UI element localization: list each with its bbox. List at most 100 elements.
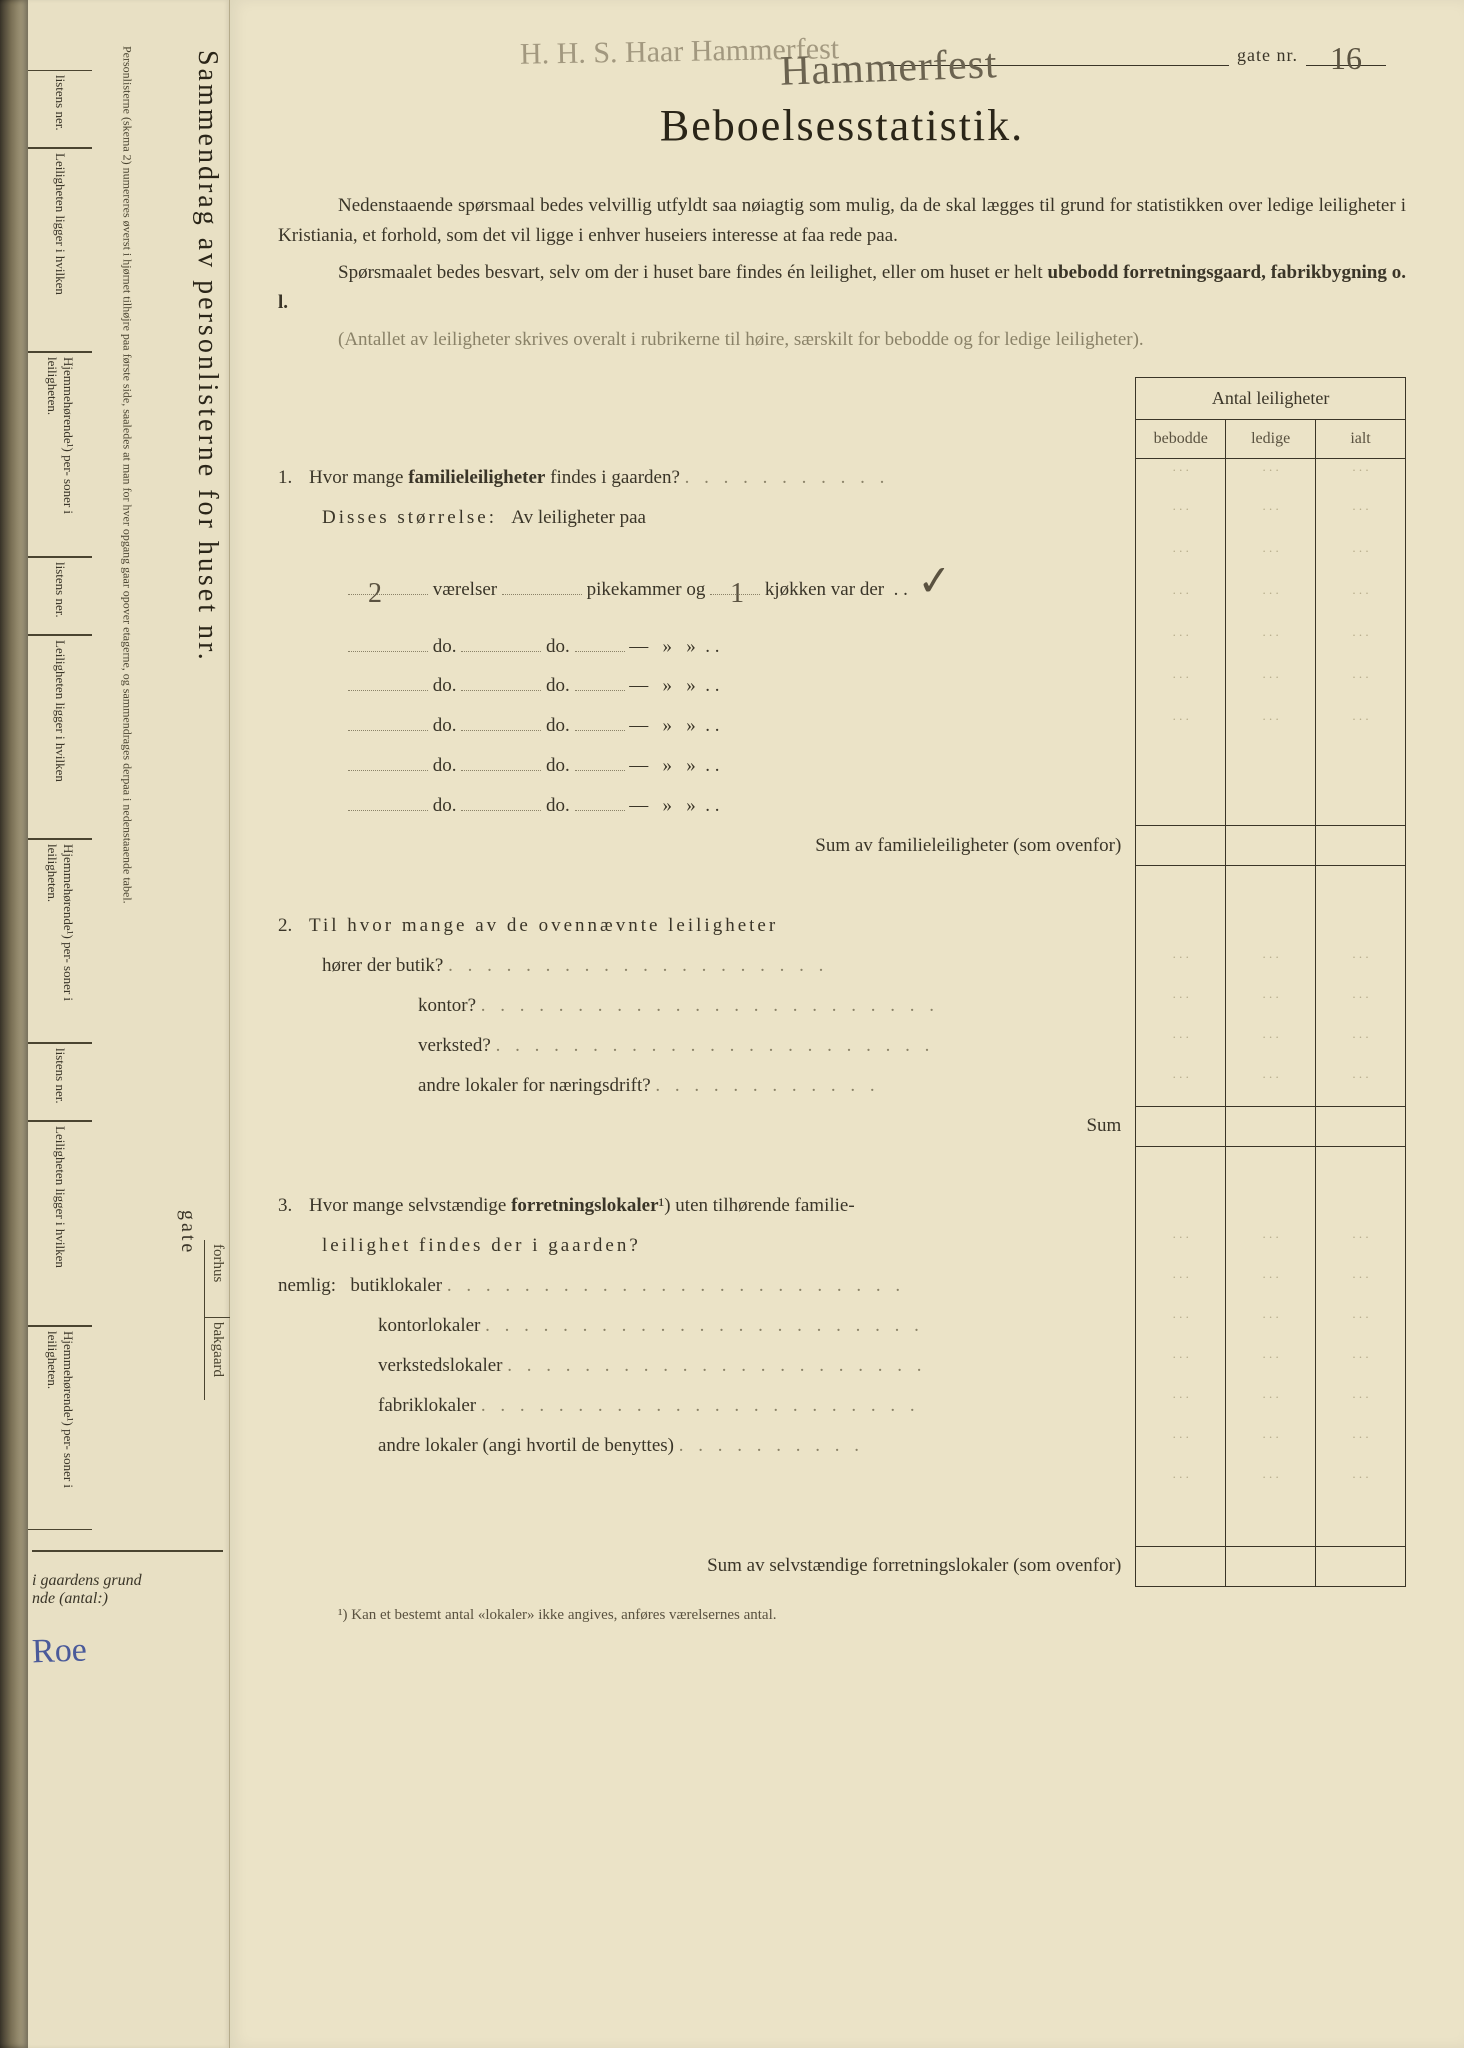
- q3-line: andre lokaler (angi hvortil de benyttes)…: [378, 1426, 1123, 1466]
- q1-detail-row: do. do. — » » . .: [348, 627, 1123, 667]
- cell[interactable]: . . .: [1226, 458, 1316, 498]
- forhus-label: forhus: [205, 1240, 230, 1318]
- q2-line: verksted? . . . . . . . . . . . . . . . …: [418, 1026, 1123, 1066]
- footnote: ¹) Kan et bestemt antal «lokaler» ikke a…: [338, 1607, 1406, 1624]
- cell-block[interactable]: . . .. . .. . .. . .. . .. . .. . .: [1316, 1186, 1406, 1506]
- q3-line: fabriklokaler . . . . . . . . . . . . . …: [378, 1386, 1123, 1426]
- cell-sum[interactable]: [1136, 826, 1226, 866]
- table-head-main: Antal leiligheter: [1136, 377, 1406, 419]
- cell-block[interactable]: . . .. . .. . .. . .: [1226, 906, 1316, 1107]
- cell-sum[interactable]: [1316, 826, 1406, 866]
- left-page-sliver: listens ner. Leiligheten ligger i hvilke…: [28, 0, 230, 2048]
- pikekammer-input[interactable]: [461, 634, 541, 652]
- cell-block[interactable]: . . .. . .. . .. . .. . .. . .: [1136, 498, 1226, 826]
- cell-block[interactable]: . . .. . .. . .. . .. . .. . .: [1226, 498, 1316, 826]
- pikekammer-input[interactable]: [461, 673, 541, 691]
- q2-line: andre lokaler for næringsdrift? . . . . …: [418, 1066, 1123, 1106]
- left-signature: Roe: [31, 1627, 223, 1672]
- q1-num: 1.: [278, 467, 292, 488]
- vaerelser-input[interactable]: [348, 753, 428, 771]
- vaerelser-input[interactable]: [348, 713, 428, 731]
- cell-block[interactable]: . . .. . .. . .. . .. . .. . .. . .: [1136, 1186, 1226, 1506]
- q1-row: 1. Hvor mange familieleiligheter findes …: [278, 458, 1406, 498]
- main-page: H. H. S. Haar Hammerfest Hammerfest gate…: [230, 0, 1464, 2048]
- q1-ta: Hvor mange: [309, 467, 408, 488]
- q1-size-row: Disses størrelse: Av leiligheter paa 2 v…: [278, 498, 1406, 826]
- vaerelser-input[interactable]: [348, 793, 428, 811]
- vaerelser-input[interactable]: 2: [348, 577, 428, 595]
- pikekammer-input[interactable]: [502, 577, 582, 595]
- pikekammer-input[interactable]: [461, 753, 541, 771]
- q3-row: 3. Hvor mange selvstændige forretningslo…: [278, 1186, 1406, 1506]
- gate-number: 16: [1324, 40, 1368, 76]
- left-lower-block: i gaardens grund nde (antal:) Roe: [32, 1530, 223, 1668]
- top-street-handwritten: Hammerfest: [779, 40, 998, 96]
- gate-number-blank[interactable]: 16: [1306, 40, 1386, 66]
- q2-num: 2.: [278, 915, 292, 936]
- seg-header: listens ner.: [28, 70, 92, 148]
- kjokken-input[interactable]: [575, 634, 625, 652]
- pikekammer-input[interactable]: [461, 793, 541, 811]
- q2-row: 2. Til hvor mange av de ovennævnte leili…: [278, 906, 1406, 1107]
- kjokken-input[interactable]: [575, 793, 625, 811]
- cell-block[interactable]: . . .. . .. . .. . .: [1136, 906, 1226, 1107]
- q1-size-label: Disses størrelse:: [322, 507, 497, 528]
- q2-line: hører der butik? . . . . . . . . . . . .…: [322, 946, 1123, 986]
- left-fine-print: Personlisterne (skema 2) numereres øvers…: [92, 40, 136, 1610]
- q2-text: Til hvor mange av de ovennævnte leilighe…: [309, 915, 778, 936]
- q3-num: 3.: [278, 1195, 292, 1216]
- pikekammer-input[interactable]: [461, 713, 541, 731]
- forhus-block: forhus bakgaard: [204, 1240, 230, 1400]
- q3-line: kontorlokaler . . . . . . . . . . . . . …: [378, 1306, 1123, 1346]
- left-bottom-a: i gaardens grund: [32, 1572, 142, 1589]
- cell-sum[interactable]: [1136, 1106, 1226, 1146]
- seg-hjemme: Hjemmehørende¹) per- soner i leiligheten…: [28, 352, 92, 556]
- q1-tb: familieleiligheter: [408, 467, 545, 488]
- cell-sum[interactable]: [1316, 1106, 1406, 1146]
- cell-sum[interactable]: [1226, 1546, 1316, 1586]
- col-ialt: ialt: [1316, 419, 1406, 458]
- q1-sum-row: Sum av familieleiligheter (som ovenfor): [278, 826, 1406, 866]
- q1-detail-row: 2 værelser pikekammer og 1 kjøkken var d…: [348, 538, 1123, 626]
- seg-hjemme-3: Hjemmehørende¹) per- soner i leiligheten…: [28, 1326, 92, 1530]
- q3-tb: forretningslokaler: [511, 1195, 658, 1216]
- q1-detail-row: do. do. — » » . .: [348, 706, 1123, 746]
- cell-sum[interactable]: [1226, 826, 1316, 866]
- book-binding: [0, 0, 28, 2048]
- seg-header-2: listens ner.: [28, 557, 92, 635]
- cell[interactable]: . . .: [1136, 458, 1226, 498]
- gate-block: gate: [176, 1210, 199, 1260]
- cell-sum[interactable]: [1316, 1546, 1406, 1586]
- q1-size-sub: Av leiligheter paa: [511, 507, 646, 528]
- cell-sum[interactable]: [1226, 1106, 1316, 1146]
- left-bottom-b: nde (antal:): [32, 1590, 108, 1607]
- q1-detail-row: do. do. — » » . .: [348, 786, 1123, 826]
- q2-sum: Sum: [278, 1106, 1136, 1146]
- vaerelser-input[interactable]: [348, 673, 428, 691]
- kjokken-input[interactable]: [575, 673, 625, 691]
- kjokken-input[interactable]: 1: [710, 577, 760, 595]
- kjokken-input[interactable]: [575, 753, 625, 771]
- col-bebodde: bebodde: [1136, 419, 1226, 458]
- col-ledige: ledige: [1226, 419, 1316, 458]
- intro-p2a: Spørsmaalet bedes besvart, selv om der i…: [338, 262, 1048, 283]
- cell[interactable]: . . .: [1316, 458, 1406, 498]
- seg-hjemme-2: Hjemmehørende¹) per- soner i leiligheten…: [28, 839, 92, 1043]
- q2-line: kontor? . . . . . . . . . . . . . . . . …: [418, 986, 1123, 1026]
- q3-nemlig-line: nemlig: butiklokaler . . . . . . . . . .…: [278, 1266, 1123, 1306]
- q3-sum-row: Sum av selvstændige forretningslokaler (…: [278, 1546, 1406, 1586]
- q3-nemlig: nemlig:: [278, 1275, 336, 1296]
- q1-sum: Sum av familieleiligheter (som ovenfor): [278, 826, 1136, 866]
- checkmark: ✓: [914, 537, 955, 627]
- cell-block[interactable]: . . .. . .. . .. . .: [1316, 906, 1406, 1107]
- kjokken-input[interactable]: [575, 713, 625, 731]
- cell-sum[interactable]: [1136, 1546, 1226, 1586]
- cell-block[interactable]: . . .. . .. . .. . .. . .. . .. . .: [1226, 1186, 1316, 1506]
- seg-leilighet-2: Leiligheten ligger i hvilken: [28, 635, 92, 839]
- bakgaard-label: bakgaard: [205, 1318, 230, 1396]
- q3-td: leilighet findes der i gaarden?: [322, 1226, 1123, 1266]
- cell-block[interactable]: . . .. . .. . .. . .. . .. . .: [1316, 498, 1406, 826]
- q1-tc: findes i gaarden?: [545, 467, 680, 488]
- vaerelser-input[interactable]: [348, 634, 428, 652]
- q3-ta: Hvor mange selvstændige: [309, 1195, 511, 1216]
